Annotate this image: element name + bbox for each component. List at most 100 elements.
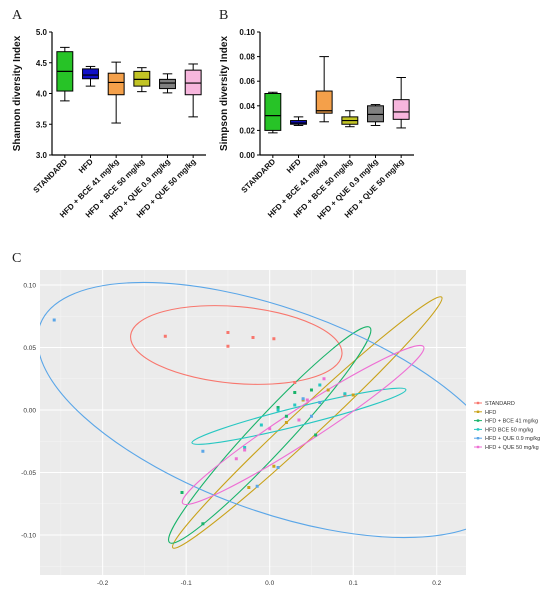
legend-key-point bbox=[476, 410, 480, 413]
confidence-ellipse bbox=[171, 296, 443, 549]
data-point bbox=[163, 334, 167, 338]
data-point bbox=[284, 414, 288, 418]
y-tick-label: 4.0 bbox=[36, 90, 48, 99]
y-axis-title: Simpson diversity Index bbox=[219, 36, 230, 151]
box-6 bbox=[392, 99, 410, 120]
y-tick-label: 0.00 bbox=[239, 151, 255, 160]
box-4 bbox=[133, 70, 151, 87]
panel-a-boxplot: A 3.0 3.5 4.0 4.5 5.0 Shannon diversity Index S… bbox=[12, 8, 206, 221]
data-point bbox=[255, 484, 259, 488]
data-point bbox=[226, 331, 230, 334]
legend-label: HFD + BCE 41 mg/kg bbox=[485, 419, 538, 425]
legend-key-point bbox=[476, 401, 480, 405]
y-tick-label: -0.05 bbox=[21, 470, 36, 477]
y-tick-label: -0.10 bbox=[21, 533, 36, 540]
box-2 bbox=[82, 68, 99, 80]
data-point bbox=[293, 391, 297, 394]
data-point bbox=[318, 383, 322, 387]
confidence-ellipse bbox=[130, 305, 343, 385]
box-3 bbox=[107, 72, 125, 96]
y-tick-label: 0.08 bbox=[239, 53, 255, 62]
legend-key-point bbox=[476, 437, 480, 440]
y-tick-label: 3.0 bbox=[36, 151, 48, 160]
panel-label: C bbox=[12, 251, 21, 266]
x-tick-label: 0.1 bbox=[349, 580, 358, 587]
legend-key-point bbox=[476, 445, 480, 449]
box-5 bbox=[159, 78, 176, 90]
y-tick-label: 3.5 bbox=[36, 120, 48, 129]
data-point bbox=[243, 448, 247, 452]
y-tick-label: 0.06 bbox=[239, 77, 255, 86]
box-2 bbox=[290, 120, 307, 125]
box-5 bbox=[367, 105, 384, 123]
panel-label: A bbox=[12, 8, 23, 23]
category-label: HFD bbox=[285, 157, 303, 175]
legend-key-point bbox=[476, 428, 480, 431]
plot-background bbox=[40, 270, 466, 575]
y-tick-label: 0.10 bbox=[239, 28, 255, 37]
x-tick-label: -0.2 bbox=[97, 580, 109, 587]
category-label: HFD bbox=[77, 157, 95, 175]
y-tick-label: 0.00 bbox=[23, 408, 36, 415]
legend-label: HFD bbox=[485, 410, 496, 416]
data-point bbox=[234, 457, 238, 461]
legend-label: STANDARD bbox=[485, 401, 515, 407]
confidence-ellipse bbox=[40, 281, 466, 539]
y-tick-label: 0.10 bbox=[23, 283, 36, 290]
data-point bbox=[293, 403, 297, 407]
data-point bbox=[322, 377, 326, 381]
y-tick-label: 0.02 bbox=[239, 126, 255, 135]
data-point bbox=[314, 433, 318, 437]
panel-label: B bbox=[219, 8, 228, 23]
data-point bbox=[201, 449, 205, 453]
data-point bbox=[272, 464, 276, 468]
data-point bbox=[268, 427, 272, 431]
confidence-ellipse bbox=[191, 387, 407, 445]
data-point bbox=[309, 414, 313, 418]
data-point bbox=[276, 466, 280, 469]
x-tick-label: 0.0 bbox=[265, 580, 274, 587]
data-point bbox=[309, 388, 313, 392]
data-point bbox=[284, 421, 288, 424]
legend-label: HFD + QUE 50 mg/kg bbox=[485, 445, 539, 451]
data-point bbox=[201, 522, 205, 526]
y-tick-label: 0.05 bbox=[23, 345, 36, 352]
category-label: STANDARD bbox=[240, 157, 278, 195]
y-tick-label: 5.0 bbox=[36, 28, 48, 37]
data-point bbox=[293, 381, 297, 384]
data-point bbox=[276, 406, 280, 409]
data-point bbox=[343, 392, 347, 396]
data-point bbox=[247, 486, 251, 489]
x-tick-label: 0.2 bbox=[432, 580, 441, 587]
data-point bbox=[318, 401, 322, 404]
box-1 bbox=[264, 93, 282, 131]
data-point bbox=[52, 318, 56, 322]
confidence-ellipse bbox=[181, 344, 425, 506]
box-3 bbox=[315, 90, 333, 114]
data-point bbox=[297, 418, 301, 422]
confidence-ellipse bbox=[167, 326, 372, 544]
legend-label: HFD BCE 50 mg/kg bbox=[485, 427, 533, 433]
category-label: STANDARD bbox=[32, 157, 70, 195]
legend: STANDARD HFD HFD + BCE 41 mg/kg HFD BCE 50 … bbox=[474, 401, 540, 451]
y-axis-title: Shannon diversity Index bbox=[12, 35, 23, 151]
panel-b-boxplot: B 0.00 0.02 0.04 0.06 0.08 0.10 Simpson diversi… bbox=[219, 8, 414, 221]
y-tick-label: 4.5 bbox=[36, 59, 48, 68]
data-point bbox=[180, 491, 184, 494]
panel-c-scatter: C -0.2 -0.1 0.0 0.1 0.2 -0.10 -0.05 0.00 0.05 0.10… bbox=[12, 251, 540, 587]
x-tick-label: -0.1 bbox=[181, 580, 193, 587]
data-point bbox=[272, 337, 276, 341]
data-point bbox=[301, 397, 305, 401]
data-point bbox=[243, 446, 247, 449]
legend-label: HFD + QUE 0.9 mg/kg bbox=[485, 436, 540, 442]
gridlines bbox=[40, 270, 466, 575]
data-point bbox=[326, 388, 330, 392]
plot-area bbox=[40, 281, 466, 549]
box-6 bbox=[184, 69, 202, 96]
data-point bbox=[276, 408, 280, 412]
data-point bbox=[251, 336, 255, 339]
data-point bbox=[259, 423, 263, 427]
y-tick-label: 0.04 bbox=[239, 102, 255, 111]
legend-key-point bbox=[476, 419, 480, 422]
